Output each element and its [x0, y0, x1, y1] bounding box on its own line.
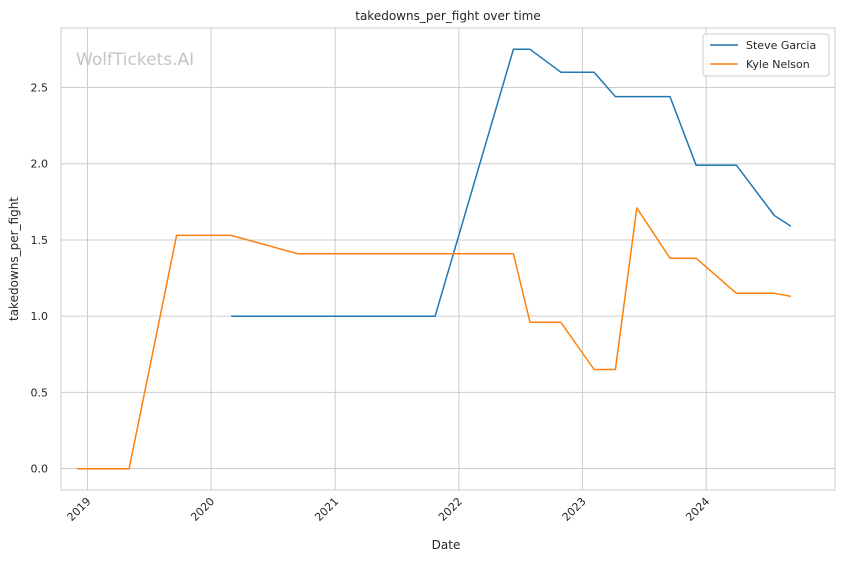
x-tick-label: 2021	[312, 495, 341, 524]
legend-label-kyle-nelson: Kyle Nelson	[746, 58, 810, 71]
chart-title: takedowns_per_fight over time	[355, 9, 541, 23]
y-axis-label: takedowns_per_fight	[7, 197, 21, 321]
plot-frame	[60, 27, 836, 491]
x-tick-labels: 2019 2020 2021 2022 2023 2024	[65, 495, 713, 524]
y-tick-label: 2.5	[31, 81, 49, 94]
legend: Steve Garcia Kyle Nelson	[702, 33, 830, 77]
series-lines	[76, 48, 792, 470]
x-tick-label: 2019	[65, 495, 94, 524]
plot-border	[60, 27, 836, 491]
x-tick-label: 2022	[436, 495, 465, 524]
y-tick-label: 1.0	[31, 310, 49, 323]
x-axis-label: Date	[432, 538, 461, 552]
y-tick-labels: 0.0 0.5 1.0 1.5 2.0 2.5	[31, 81, 49, 475]
y-tick-label: 0.0	[31, 463, 49, 476]
legend-label-steve-garcia: Steve Garcia	[746, 39, 816, 52]
x-tick-label: 2024	[683, 495, 712, 524]
x-tick-label: 2023	[560, 495, 589, 524]
x-tick-label: 2020	[188, 495, 217, 524]
plot-area	[61, 28, 835, 490]
grid	[61, 28, 835, 490]
y-tick-label: 2.0	[31, 158, 49, 171]
series-line-kyle-nelson	[76, 207, 792, 470]
watermark: WolfTickets.AI	[76, 50, 194, 70]
y-tick-label: 1.5	[31, 234, 49, 247]
series-line-steve-garcia	[231, 48, 792, 317]
y-tick-label: 0.5	[31, 386, 49, 399]
